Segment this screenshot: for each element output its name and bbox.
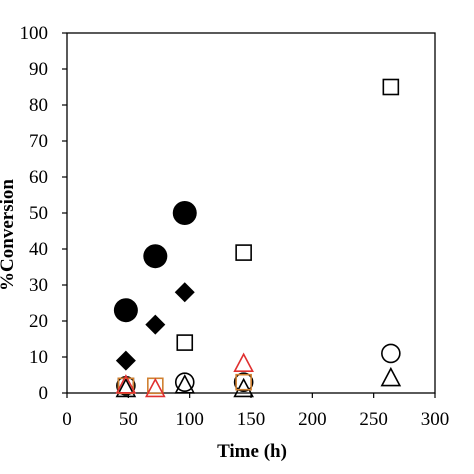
data-point-filled-diamond	[145, 314, 166, 335]
x-tick-label: 200	[298, 409, 327, 430]
data-point-open-square	[235, 373, 252, 391]
plot-frame	[66, 32, 436, 394]
data-point-open-triangle	[233, 352, 254, 373]
data-point-filled-circle	[172, 201, 197, 225]
y-tick-label: 20	[29, 311, 48, 332]
data-point-open-triangle	[115, 377, 137, 398]
data-point-filled-circle	[113, 298, 138, 323]
y-axis-title: %Conversion	[0, 179, 18, 291]
x-tick-label: 150	[237, 409, 266, 430]
x-tick-label: 0	[62, 409, 72, 430]
plot-area	[66, 32, 436, 394]
y-tick-label: 60	[29, 167, 48, 188]
data-point-open-triangle	[144, 377, 166, 398]
y-tick-label: 80	[29, 95, 48, 116]
y-tick-label: 10	[29, 347, 48, 368]
data-point-filled-circle	[143, 244, 168, 269]
data-point-open-square	[235, 244, 252, 261]
y-tick-label: 30	[29, 275, 48, 296]
data-point-open-circle	[233, 372, 254, 393]
y-tick-label: 90	[29, 59, 48, 80]
data-point-open-circle	[381, 343, 401, 364]
y-tick-label: 70	[29, 131, 48, 152]
y-axis-ticks: 0 10 20 30 40 50 60 70 80 90 100	[20, 23, 67, 404]
data-point-open-square	[382, 78, 400, 96]
x-tick-label: 50	[119, 409, 138, 430]
data-point-open-triangle	[233, 377, 254, 398]
y-tick-label: 0	[39, 383, 49, 404]
data-points	[113, 78, 402, 398]
y-tick-label: 50	[29, 203, 48, 224]
data-point-open-circle	[174, 372, 195, 393]
x-axis-title: Time (h)	[217, 441, 287, 462]
x-tick-label: 100	[175, 409, 204, 430]
x-tick-label: 300	[421, 409, 450, 430]
data-point-open-triangle	[380, 366, 402, 387]
data-point-filled-diamond	[174, 282, 195, 303]
x-tick-label: 250	[359, 409, 388, 430]
y-tick-label: 100	[20, 23, 49, 44]
data-point-open-triangle	[115, 374, 137, 394]
y-tick-label: 40	[29, 239, 48, 260]
data-point-open-triangle	[174, 374, 196, 394]
x-axis-ticks: 0 50 100 150 200 250 300	[62, 393, 449, 430]
data-point-open-square	[176, 334, 194, 351]
data-point-filled-diamond	[115, 350, 136, 371]
